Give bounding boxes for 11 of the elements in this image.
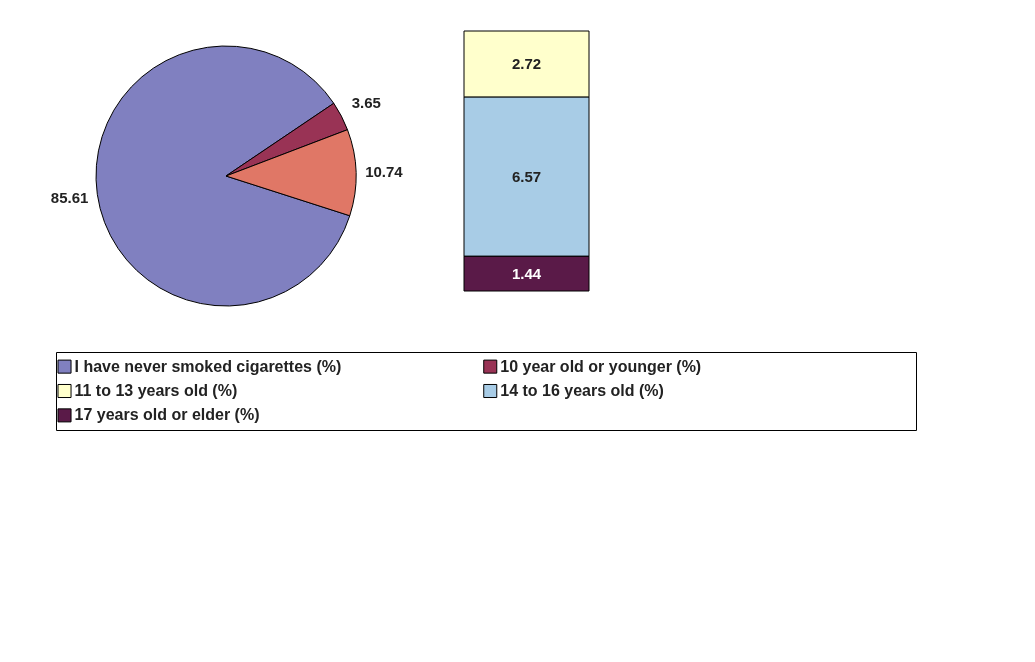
legend-label: 11 to 13 years old (%) [74, 382, 238, 399]
legend-label: 10 year old or younger (%) [500, 357, 702, 375]
data-label: 6.57 [511, 167, 542, 185]
data-label: 85.61 [50, 189, 89, 207]
data-label: 3.65 [351, 94, 381, 112]
data-label: 2.72 [511, 54, 542, 72]
data-label: 1.44 [511, 264, 542, 282]
legend-label: I have never smoked cigarettes (%) [74, 357, 342, 375]
legend-label: 17 years old or elder (%) [74, 406, 260, 424]
legend-label: 14 to 16 years old (%) [500, 382, 664, 399]
data-label: 10.74 [365, 162, 404, 180]
